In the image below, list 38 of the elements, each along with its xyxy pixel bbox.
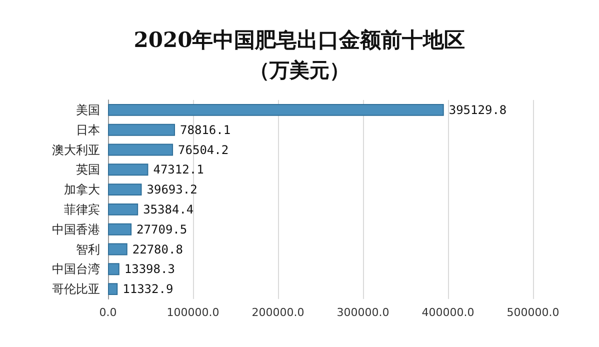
data-label: 78816.1 [180, 122, 231, 137]
data-label: 11332.9 [122, 282, 174, 296]
y-tick-label: 中国台湾 [52, 262, 100, 276]
y-tick-label: 菲律宾 [64, 202, 100, 216]
bar [108, 124, 175, 136]
data-label: 39693.2 [146, 182, 198, 197]
data-label: 22780.8 [132, 242, 183, 256]
x-tick-label: 0.0 [99, 306, 117, 319]
x-tick-label: 500000.0 [506, 306, 560, 319]
y-tick-label: 澳大利亚 [52, 142, 100, 157]
y-tick-label: 日本 [76, 122, 100, 137]
data-label: 395129.8 [448, 102, 507, 117]
y-tick-label: 中国香港 [52, 222, 100, 236]
bar [108, 223, 132, 236]
data-label: 76504.2 [178, 142, 229, 157]
y-tick-label: 智利 [76, 242, 100, 256]
bar [108, 283, 118, 296]
bar [108, 184, 142, 196]
bar [108, 203, 138, 216]
x-tick-label: 200000.0 [252, 306, 304, 319]
chart-subtitle: （万美元） [250, 58, 350, 82]
bar [108, 164, 148, 176]
y-tick-label: 加拿大 [64, 182, 100, 197]
bar [108, 243, 128, 256]
data-label: 47312.1 [153, 162, 204, 177]
y-tick-label: 哥伦比亚 [52, 282, 100, 296]
y-tick-label: 美国 [76, 102, 100, 117]
y-tick-label: 英国 [76, 162, 100, 177]
bar [108, 144, 174, 156]
bar [108, 104, 444, 116]
chart-title: 2020年中国肥皂出口金额前十地区 [134, 27, 466, 52]
data-label: 35384.4 [143, 202, 194, 216]
data-label: 27709.5 [136, 222, 188, 236]
data-label: 13398.3 [124, 262, 175, 276]
bar [108, 263, 120, 276]
x-tick-label: 300000.0 [336, 306, 390, 319]
x-tick-label: 400000.0 [422, 306, 474, 319]
x-tick-label: 100000.0 [166, 306, 220, 319]
